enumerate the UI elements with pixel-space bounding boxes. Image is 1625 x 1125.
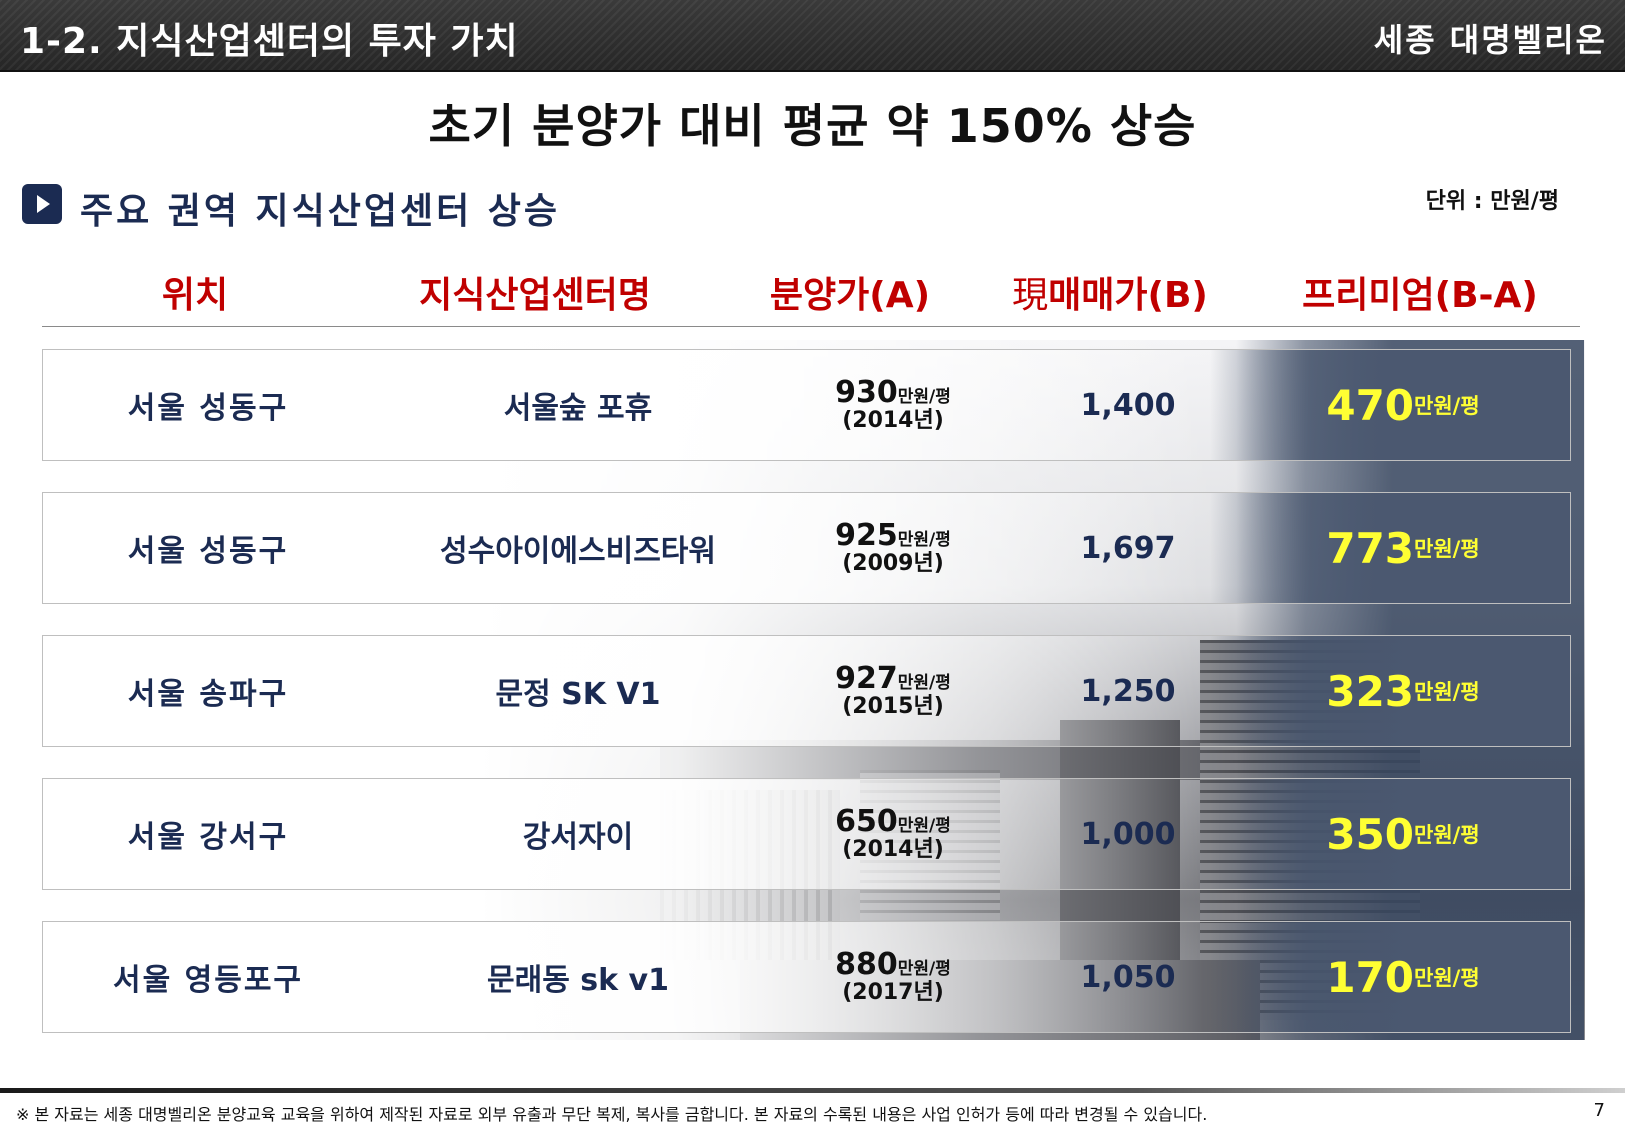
brand-name: 세종 대명벨리온 (1373, 21, 1607, 59)
header-divider (42, 326, 1580, 327)
section-title: 1-2. 지식산업센터의 투자 가치 (20, 21, 519, 62)
sale-price-cell: 930만원/평 (2014년) (763, 350, 1023, 460)
col-header-location: 위치 (161, 275, 229, 316)
location-cell: 서울 영등포구 (112, 963, 304, 998)
premium-value: 323 (1326, 666, 1415, 716)
center-name-cell: 서울숲 포휴 (503, 391, 653, 426)
col-header-premium: 프리미엄(B-A) (1302, 275, 1538, 316)
premium-value: 773 (1326, 523, 1415, 573)
footer-disclaimer: ※ 본 자료는 세종 대명벨리온 분양교육 교육을 위하여 제작된 자료로 외부… (16, 1105, 1208, 1124)
title-bar: 1-2. 지식산업센터의 투자 가치 세종 대명벨리온 (0, 0, 1625, 72)
current-price-cell: 1,400 (1080, 387, 1176, 423)
sale-year: (2014년) (842, 837, 944, 863)
play-icon (22, 184, 62, 224)
premium-cell: 470 만원/평 (1273, 350, 1533, 460)
premium-cell-bg (1210, 922, 1570, 1032)
premium-value: 350 (1326, 809, 1415, 859)
premium-cell-bg (1210, 493, 1570, 603)
premium-unit: 만원/평 (1414, 966, 1480, 990)
current-prefix: 現 (1012, 275, 1049, 316)
sale-price-unit: 만원/평 (897, 387, 951, 408)
sale-price-value: 650 (835, 804, 898, 840)
col-header-sale-price: 분양가(A) (769, 275, 931, 316)
sale-price-value: 930 (835, 375, 898, 411)
current-price-cell: 1,050 (1080, 959, 1176, 995)
sale-year: (2017년) (842, 980, 944, 1006)
sale-price-cell: 650만원/평 (2014년) (763, 779, 1023, 889)
sale-price-cell: 925만원/평 (2009년) (763, 493, 1023, 603)
table-row: 서울 영등포구 문래동 sk v1 880만원/평 (2017년) 1,050 … (42, 921, 1571, 1033)
table-row: 서울 성동구 서울숲 포휴 930만원/평 (2014년) 1,400 470 만… (42, 349, 1571, 461)
col-header-name: 지식산업센터명 (419, 275, 651, 316)
premium-unit: 만원/평 (1414, 537, 1480, 561)
sale-price-unit: 만원/평 (897, 816, 951, 837)
col-header-current-price: 現매매가(B) (985, 266, 1235, 318)
premium-cell: 773 만원/평 (1273, 493, 1533, 603)
current-price-cell: 1,697 (1080, 530, 1176, 566)
sale-price-cell: 927만원/평 (2015년) (763, 636, 1023, 746)
premium-value: 470 (1326, 380, 1415, 430)
premium-cell: 323 만원/평 (1273, 636, 1533, 746)
table-row: 서울 송파구 문정 SK V1 927만원/평 (2015년) 1,250 32… (42, 635, 1571, 747)
location-cell: 서울 성동구 (127, 534, 289, 569)
location-cell: 서울 강서구 (127, 820, 289, 855)
center-name-cell: 문정 SK V1 (495, 677, 661, 712)
sale-price-unit: 만원/평 (897, 673, 951, 694)
sale-year: (2014년) (842, 408, 944, 434)
subheading-text: 주요 권역 지식산업센터 상승 (80, 191, 561, 232)
current-price-cell: 1,000 (1080, 816, 1176, 852)
center-name-cell: 문래동 sk v1 (487, 963, 669, 998)
table-row: 서울 성동구 성수아이에스비즈타워 925만원/평 (2009년) 1,697 … (42, 492, 1571, 604)
sale-price-cell: 880만원/평 (2017년) (763, 922, 1023, 1032)
sale-price-value: 880 (835, 947, 898, 983)
sale-price-unit: 만원/평 (897, 530, 951, 551)
premium-cell-bg (1210, 636, 1570, 746)
table-row: 서울 강서구 강서자이 650만원/평 (2014년) 1,000 350 만원/… (42, 778, 1571, 890)
premium-unit: 만원/평 (1414, 823, 1480, 847)
sale-year: (2015년) (842, 694, 944, 720)
premium-value: 170 (1326, 952, 1415, 1002)
sale-price-value: 925 (835, 518, 898, 554)
current-label: 매매가(B) (1048, 275, 1208, 316)
current-price-cell: 1,250 (1080, 673, 1176, 709)
premium-cell: 170 만원/평 (1273, 922, 1533, 1032)
headline: 초기 분양가 대비 평균 약 150% 상승 (428, 99, 1197, 153)
center-name-cell: 강서자이 (522, 820, 634, 855)
sale-price-unit: 만원/평 (897, 959, 951, 980)
premium-cell-bg (1210, 779, 1570, 889)
center-name-cell: 성수아이에스비즈타워 (440, 534, 716, 569)
sale-year: (2009년) (842, 551, 944, 577)
premium-unit: 만원/평 (1414, 680, 1480, 704)
sale-price-value: 927 (835, 661, 898, 697)
location-cell: 서울 송파구 (127, 677, 289, 712)
premium-unit: 만원/평 (1414, 394, 1480, 418)
premium-cell-bg (1210, 350, 1570, 460)
premium-cell: 350 만원/평 (1273, 779, 1533, 889)
location-cell: 서울 성동구 (127, 391, 289, 426)
unit-note: 단위 : 만원/평 (1425, 189, 1559, 214)
footer-divider (0, 1088, 1625, 1093)
page-number: 7 (1593, 1100, 1605, 1121)
